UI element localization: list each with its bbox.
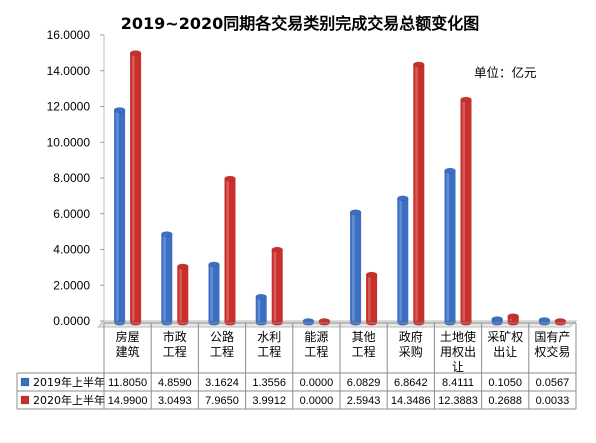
data-label: 0.0567	[536, 377, 570, 389]
data-label: 14.9900	[108, 395, 148, 407]
bar	[366, 274, 378, 323]
chart-title: 2019~2020同期各交易类别完成交易总额变化图	[121, 14, 479, 33]
bar-cap	[113, 107, 126, 113]
bar-highlight	[116, 111, 119, 321]
data-label: 0.1050	[488, 377, 522, 389]
bar	[413, 64, 425, 324]
bar-cap	[444, 167, 456, 174]
bar-cap	[177, 263, 189, 270]
data-label: 3.0493	[158, 395, 192, 407]
legend-label: 2019年上半年	[33, 375, 105, 389]
x-category-label: 市政工程	[163, 329, 187, 359]
data-label: 12.3883	[438, 395, 478, 407]
data-label: 2.5943	[347, 395, 381, 407]
bar-highlight	[509, 318, 513, 321]
series-1	[113, 107, 551, 326]
bar	[161, 234, 173, 323]
bar	[114, 109, 126, 323]
bar-highlight	[210, 266, 213, 321]
bar-highlight	[163, 236, 166, 321]
bar	[397, 198, 409, 323]
bar-cap	[412, 61, 425, 68]
data-label: 11.8050	[108, 377, 147, 389]
bar-highlight	[132, 55, 135, 322]
axes: 0.0000 2.0000 4.0000 6.0000 8.0000 10.0000 12.…	[47, 28, 578, 328]
y-tick-label: 14.0000	[47, 64, 91, 78]
x-category-label: 公路工程	[210, 329, 234, 359]
y-tick-label: 12.0000	[47, 100, 91, 114]
data-label: 4.8590	[158, 377, 192, 389]
x-category-label: 房屋建筑	[116, 329, 140, 359]
bar-cap	[460, 96, 472, 103]
bar	[177, 266, 189, 323]
bar	[255, 296, 267, 323]
x-category-label: 政府采购	[399, 329, 423, 359]
bars	[113, 50, 567, 326]
bar-highlight	[399, 200, 402, 321]
bar	[271, 249, 283, 323]
data-label: 3.9912	[252, 395, 286, 407]
bar-highlight	[179, 268, 182, 321]
bar-highlight	[462, 101, 465, 321]
bar	[460, 99, 472, 323]
y-tick-label: 10.0000	[47, 135, 91, 149]
bar	[350, 212, 362, 323]
unit-label: 单位：亿元	[474, 65, 537, 80]
bar	[130, 53, 142, 324]
bar	[507, 316, 519, 323]
bar-cap	[224, 175, 236, 182]
x-category-label: 土地使用权出让	[440, 329, 476, 374]
bar-highlight	[446, 172, 449, 321]
data-table: 房屋建筑市政工程公路工程水利工程能源工程其他工程政府采购土地使用权出让采矿权出让…	[16, 322, 577, 410]
bar-cap	[161, 231, 173, 238]
data-label: 0.0000	[300, 377, 334, 389]
data-label: 0.0033	[536, 395, 570, 407]
data-label: 1.3556	[252, 377, 286, 389]
data-label: 14.3486	[391, 395, 431, 407]
y-tick-label: 6.0000	[53, 207, 90, 221]
legend-swatch	[20, 377, 30, 387]
bar-highlight	[352, 214, 355, 321]
legend-swatch	[20, 395, 30, 405]
data-label: 0.0000	[300, 395, 334, 407]
bar	[208, 264, 220, 323]
bar-highlight	[368, 276, 371, 321]
y-tick-label: 8.0000	[53, 171, 90, 185]
bar-cap	[396, 195, 409, 202]
bar-cap	[129, 50, 142, 56]
data-label: 0.2688	[488, 395, 522, 407]
x-category-label: 采矿权出让	[487, 330, 523, 359]
legend-label: 2020年上半年	[33, 393, 105, 407]
data-label: 8.4111	[442, 377, 474, 389]
bar	[444, 170, 456, 323]
series-2	[129, 50, 567, 326]
x-category-label: 水利工程	[257, 330, 281, 359]
y-tick-label: 16.0000	[47, 28, 91, 42]
y-tick-label: 2.0000	[53, 278, 90, 292]
bar-cap	[208, 261, 220, 268]
bar-cap	[271, 246, 284, 253]
bar-cap	[365, 271, 378, 278]
x-category-label: 其他工程	[352, 330, 376, 359]
bar-cap	[507, 313, 520, 320]
bar-highlight	[415, 66, 418, 322]
data-label: 7.9650	[205, 395, 239, 407]
bar-cap	[349, 209, 362, 216]
data-label: 6.8642	[394, 377, 428, 389]
y-tick-label: 0.0000	[53, 314, 90, 328]
x-category-label: 国有产权交易	[534, 330, 570, 359]
bar-highlight	[226, 180, 229, 321]
bar-highlight	[257, 298, 261, 321]
data-label: 3.1624	[205, 377, 239, 389]
bar-highlight	[273, 251, 277, 321]
data-label: 6.0829	[347, 377, 381, 389]
bar-cap	[255, 293, 268, 300]
bar	[224, 178, 236, 323]
y-tick-label: 4.0000	[53, 243, 90, 257]
x-category-label: 能源工程	[304, 330, 328, 359]
